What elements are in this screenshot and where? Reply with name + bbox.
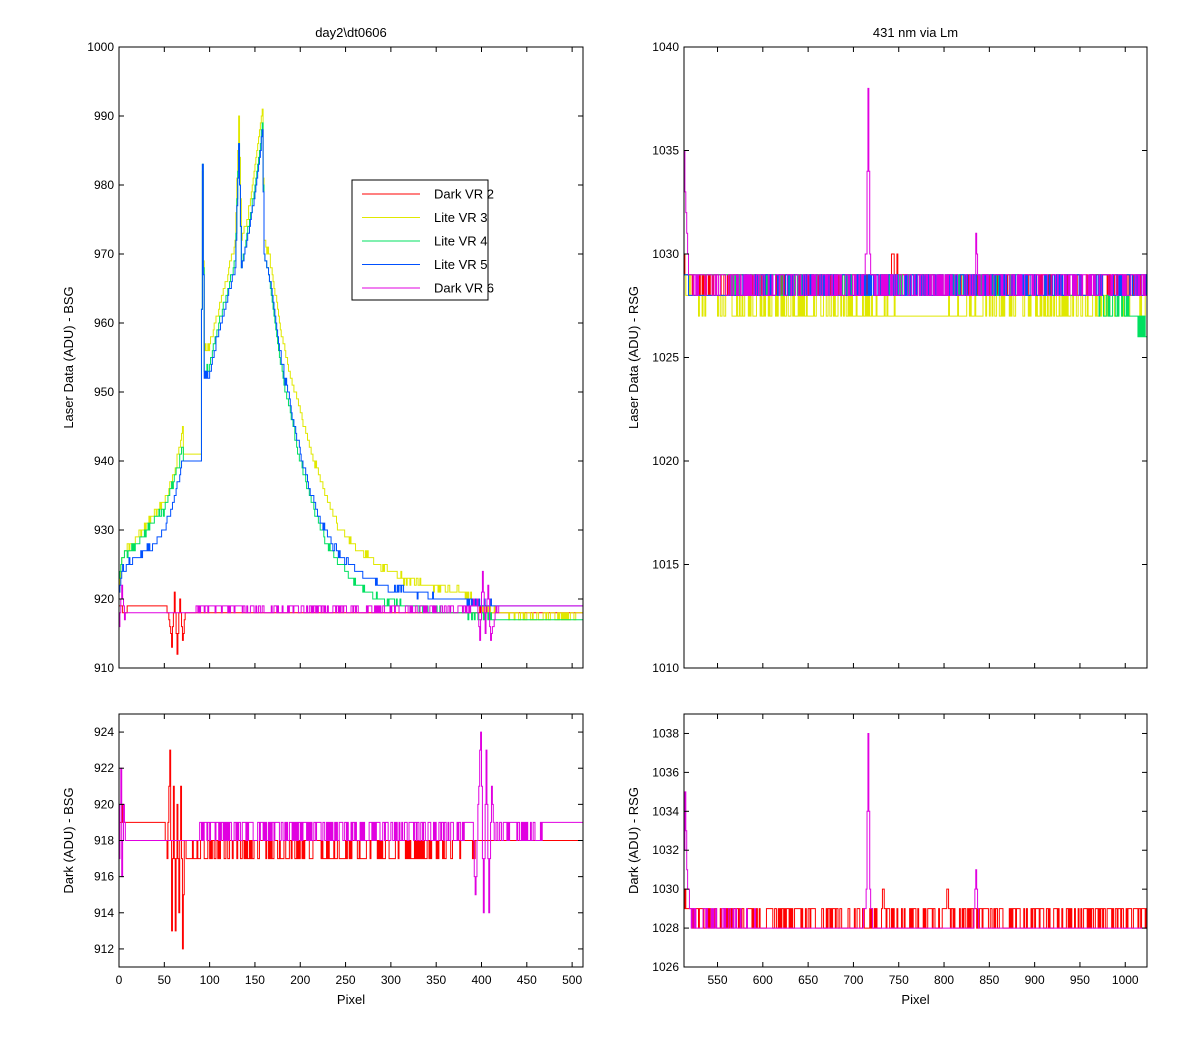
y-axis-label: Laser Data (ADU) - RSG bbox=[626, 286, 641, 429]
legend-label: Dark VR 6 bbox=[434, 281, 494, 296]
legend-label: Lite VR 3 bbox=[434, 210, 487, 225]
panel-3: 0 50 100 150 200 250 300 350 400 450 500 912 914 916 9… bbox=[61, 713, 584, 1007]
x-tick-label: 100 bbox=[200, 973, 220, 987]
x-tick-label: 900 bbox=[1025, 973, 1045, 987]
y-tick-label: 1028 bbox=[652, 921, 679, 935]
x-tick-label: 150 bbox=[245, 973, 265, 987]
y-tick-label: 1036 bbox=[652, 765, 679, 779]
y-tick-label: 1030 bbox=[652, 247, 679, 261]
axes-box bbox=[118, 46, 584, 669]
y-tick-label: 916 bbox=[94, 870, 114, 884]
series-group bbox=[684, 732, 1147, 929]
y-tick-label: 924 bbox=[94, 725, 114, 739]
legend-label: Lite VR 5 bbox=[434, 257, 487, 272]
y-tick-label: 980 bbox=[94, 178, 114, 192]
legend-box bbox=[351, 179, 489, 301]
x-tick-label: 350 bbox=[426, 973, 446, 987]
y-tick-label: 990 bbox=[94, 109, 114, 123]
chart-title: day2\dt0606 bbox=[315, 25, 387, 40]
y-tick-label: 920 bbox=[94, 797, 114, 811]
x-axis-label: Pixel bbox=[901, 992, 929, 1007]
panel-4: 550 600 650 700 750 800 850 900 950 1000 1026 1028 1… bbox=[626, 713, 1148, 1007]
y-tick-label: 1034 bbox=[652, 804, 679, 818]
x-tick-label: 850 bbox=[979, 973, 999, 987]
x-tick-label: 500 bbox=[562, 973, 582, 987]
plot-area bbox=[119, 47, 583, 668]
x-tick-label: 600 bbox=[753, 973, 773, 987]
axes-box bbox=[683, 713, 1148, 968]
y-tick-label: 930 bbox=[94, 523, 114, 537]
series-group bbox=[684, 87, 1147, 338]
y-tick-label: 1030 bbox=[652, 882, 679, 896]
panel-1: 910 920 930 940 950 960 970 980 990 1000 day2\dt06… bbox=[61, 25, 584, 675]
y-axis-label: Dark (ADU) - RSG bbox=[626, 787, 641, 894]
chart-title: 431 nm via Lm bbox=[873, 25, 958, 40]
x-tick-label: 250 bbox=[336, 973, 356, 987]
y-tick-label: 922 bbox=[94, 761, 114, 775]
x-tick-label: 50 bbox=[158, 973, 172, 987]
legend-label: Lite VR 4 bbox=[434, 234, 487, 249]
plot-area bbox=[684, 47, 1147, 668]
y-tick-label: 1015 bbox=[652, 558, 679, 572]
x-tick-label: 300 bbox=[381, 973, 401, 987]
y-tick-label: 1035 bbox=[652, 144, 679, 158]
x-tick-label: 0 bbox=[116, 973, 123, 987]
legend: Dark VR 2 Lite VR 3 Lite VR 4 Lite VR 5 Dark… bbox=[351, 179, 494, 301]
x-tick-label: 400 bbox=[471, 973, 491, 987]
y-axis-label: Dark (ADU) - BSG bbox=[61, 787, 76, 893]
y-tick-label: 960 bbox=[94, 316, 114, 330]
y-tick-label: 970 bbox=[94, 247, 114, 261]
y-tick-label: 920 bbox=[94, 592, 114, 606]
y-tick-label: 1000 bbox=[87, 40, 114, 54]
y-tick-label: 1040 bbox=[652, 40, 679, 54]
plot-area bbox=[684, 714, 1147, 967]
series-dark-vr-6 bbox=[684, 732, 1147, 929]
x-tick-label: 1000 bbox=[1112, 973, 1139, 987]
x-tick-label: 450 bbox=[517, 973, 537, 987]
series-dark-vr-6 bbox=[684, 87, 1147, 296]
x-tick-label: 700 bbox=[843, 973, 863, 987]
y-tick-label: 1020 bbox=[652, 454, 679, 468]
y-tick-label: 1010 bbox=[652, 661, 679, 675]
x-tick-label: 800 bbox=[934, 973, 954, 987]
x-tick-label: 950 bbox=[1070, 973, 1090, 987]
y-tick-label: 918 bbox=[94, 834, 114, 848]
x-tick-label: 200 bbox=[290, 973, 310, 987]
series-group bbox=[119, 731, 583, 950]
panel-2: 1010 1015 1020 1025 1030 1035 1040 431 nm via L… bbox=[626, 25, 1148, 675]
series-group bbox=[119, 108, 583, 655]
y-tick-label: 1026 bbox=[652, 960, 679, 974]
x-axis-label: Pixel bbox=[337, 992, 365, 1007]
x-tick-label: 650 bbox=[798, 973, 818, 987]
y-tick-label: 910 bbox=[94, 661, 114, 675]
legend-label: Dark VR 2 bbox=[434, 187, 494, 202]
y-tick-label: 912 bbox=[94, 942, 114, 956]
series-dark-vr-6 bbox=[119, 570, 583, 641]
y-tick-label: 914 bbox=[94, 906, 114, 920]
y-tick-label: 1038 bbox=[652, 726, 679, 740]
series-lite-vr-3 bbox=[119, 108, 583, 621]
y-tick-label: 940 bbox=[94, 454, 114, 468]
y-tick-label: 1025 bbox=[652, 351, 679, 365]
series-dark-vr-2 bbox=[119, 749, 583, 950]
y-axis-label: Laser Data (ADU) - BSG bbox=[61, 286, 76, 428]
y-tick-label: 1032 bbox=[652, 843, 679, 857]
series-dark-vr-6 bbox=[119, 731, 583, 914]
x-tick-label: 750 bbox=[889, 973, 909, 987]
y-tick-label: 950 bbox=[94, 385, 114, 399]
x-tick-label: 550 bbox=[708, 973, 728, 987]
